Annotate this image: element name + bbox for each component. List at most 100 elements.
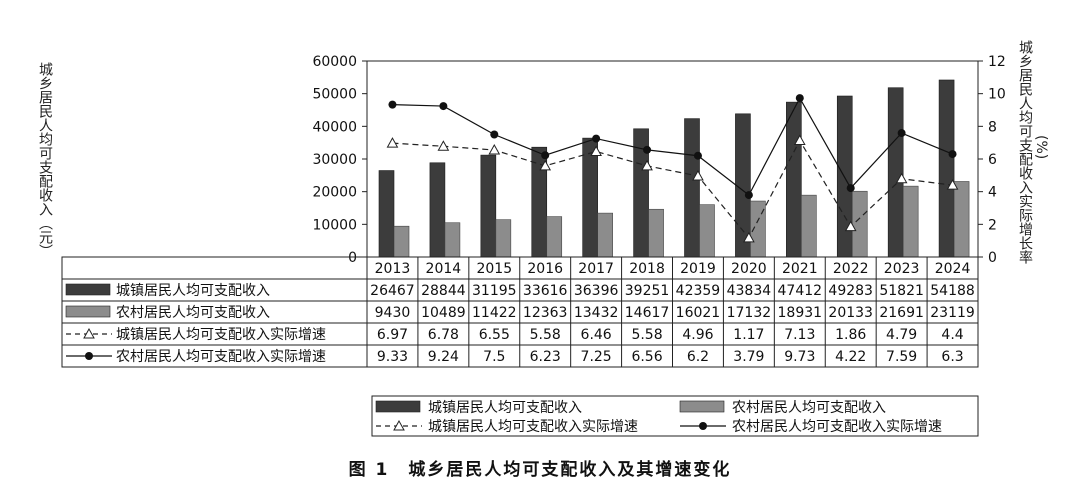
category-label: 2014 bbox=[426, 261, 462, 277]
point-urban-growth bbox=[488, 143, 501, 155]
table-series-name: 农村居民人均可支配收入 bbox=[116, 305, 270, 321]
table-value-label: 7.25 bbox=[581, 349, 612, 365]
table-value-label: 18931 bbox=[778, 305, 823, 321]
table-value-label: 4.22 bbox=[835, 349, 866, 365]
point-rural-growth bbox=[744, 191, 753, 200]
point-urban-growth bbox=[437, 140, 450, 151]
point-urban-growth bbox=[590, 145, 602, 156]
table-value-label: 51821 bbox=[879, 283, 924, 299]
bar-urban-income bbox=[786, 101, 802, 258]
legend-label-urban-line: 城镇居民人均可支配收入实际增速 bbox=[428, 419, 638, 435]
table-value-label: 28844 bbox=[421, 283, 466, 299]
right-tick-label: 0 bbox=[988, 250, 997, 266]
point-urban-growth bbox=[539, 159, 552, 171]
legend-box bbox=[371, 395, 979, 437]
category-label: 2022 bbox=[833, 261, 869, 277]
category-label: 2017 bbox=[578, 261, 614, 277]
table-value-label: 36396 bbox=[574, 283, 619, 299]
left-tick-label: 10000 bbox=[312, 217, 357, 233]
point-urban-growth bbox=[641, 159, 653, 171]
table-value-label: 42359 bbox=[676, 283, 721, 299]
table-value-label: 54188 bbox=[930, 283, 975, 299]
table-value-label: 6.55 bbox=[479, 327, 510, 343]
table-value-label: 6.78 bbox=[428, 327, 459, 343]
table-value-label: 12363 bbox=[523, 305, 568, 321]
point-urban-growth bbox=[844, 220, 857, 232]
table-value-label: 6.56 bbox=[631, 349, 662, 365]
left-tick-label: 0 bbox=[348, 250, 357, 266]
table-value-label: 43834 bbox=[727, 283, 772, 299]
left-tick-label: 40000 bbox=[312, 119, 357, 135]
right-tick-label: 10 bbox=[988, 87, 1006, 103]
right-tick-label: 8 bbox=[988, 119, 997, 135]
point-urban-growth bbox=[895, 172, 908, 184]
left-tick-label: 50000 bbox=[312, 87, 357, 103]
bar-rural-income bbox=[546, 216, 563, 258]
bar-urban-income bbox=[684, 118, 700, 258]
right-axis-unit: (%) bbox=[1033, 135, 1049, 160]
point-rural-growth bbox=[490, 130, 499, 139]
bar-rural-income bbox=[648, 208, 664, 258]
table-value-label: 14617 bbox=[625, 305, 670, 321]
table-value-label: 7.13 bbox=[784, 327, 815, 343]
point-urban-growth bbox=[386, 137, 399, 148]
table-value-label: 1.17 bbox=[733, 327, 764, 343]
table-series-name: 农村居民人均可支配收入实际增速 bbox=[116, 349, 326, 365]
legend-label-urban-bar: 城镇居民人均可支配收入 bbox=[428, 400, 582, 416]
table-value-label: 33616 bbox=[523, 283, 568, 299]
figure-caption: 图 1 城乡居民人均可支配收入及其增速变化 bbox=[348, 460, 732, 480]
line-urban-growth bbox=[392, 139, 953, 239]
bar-rural-income bbox=[393, 225, 410, 258]
category-label: 2019 bbox=[680, 261, 716, 277]
point-rural-growth bbox=[795, 94, 804, 103]
point-urban-growth bbox=[946, 179, 959, 190]
category-label: 2015 bbox=[476, 261, 512, 277]
table-key-urban-bar bbox=[65, 283, 111, 296]
bar-urban-income bbox=[429, 162, 446, 258]
right-tick-label: 2 bbox=[988, 217, 997, 233]
right-tick-label: 4 bbox=[988, 185, 997, 201]
right-tick-label: 12 bbox=[988, 54, 1006, 70]
table-value-label: 39251 bbox=[625, 283, 670, 299]
category-label: 2016 bbox=[527, 261, 563, 277]
table-value-label: 11422 bbox=[472, 305, 517, 321]
table-value-label: 4.79 bbox=[886, 327, 917, 343]
table-value-label: 6.3 bbox=[941, 349, 963, 365]
table-value-label: 5.58 bbox=[631, 327, 662, 343]
table-value-label: 9430 bbox=[375, 305, 411, 321]
table-key-rural-line-marker bbox=[85, 352, 93, 360]
point-rural-growth bbox=[439, 102, 448, 111]
table-value-label: 31195 bbox=[472, 283, 517, 299]
line-rural-growth bbox=[392, 96, 953, 197]
table-value-label: 6.2 bbox=[687, 349, 709, 365]
legend-label-rural-bar: 农村居民人均可支配收入 bbox=[732, 400, 886, 416]
bar-urban-income bbox=[938, 79, 955, 258]
table-value-label: 10489 bbox=[421, 305, 466, 321]
bar-rural-income bbox=[699, 204, 715, 258]
point-rural-growth bbox=[693, 151, 702, 160]
bar-rural-income bbox=[444, 222, 461, 258]
bar-urban-income bbox=[887, 87, 904, 258]
table-series-name: 城镇居民人均可支配收入 bbox=[116, 283, 270, 299]
table-series-name: 城镇居民人均可支配收入实际增速 bbox=[116, 327, 326, 343]
category-label: 2013 bbox=[375, 261, 411, 277]
bar-rural-income bbox=[801, 194, 817, 258]
table-key-urban-line-marker bbox=[83, 327, 95, 339]
left-axis-label: 城乡居民人均可支配收入（元） bbox=[37, 62, 53, 258]
bar-urban-income bbox=[378, 170, 395, 258]
table-value-label: 9.33 bbox=[377, 349, 408, 365]
table-value-label: 7.59 bbox=[886, 349, 917, 365]
table-value-label: 21691 bbox=[879, 305, 924, 321]
point-rural-growth bbox=[643, 145, 652, 154]
left-tick-label: 60000 bbox=[312, 54, 357, 70]
table-value-label: 49283 bbox=[828, 283, 873, 299]
table-value-label: 9.73 bbox=[784, 349, 815, 365]
point-urban-growth bbox=[793, 134, 806, 146]
point-rural-growth bbox=[541, 151, 550, 160]
table-value-label: 47412 bbox=[778, 283, 823, 299]
table-value-label: 7.5 bbox=[483, 349, 505, 365]
table-value-label: 13432 bbox=[574, 305, 619, 321]
legend-key-rural-line-marker bbox=[699, 422, 707, 430]
table-value-label: 17132 bbox=[727, 305, 772, 321]
